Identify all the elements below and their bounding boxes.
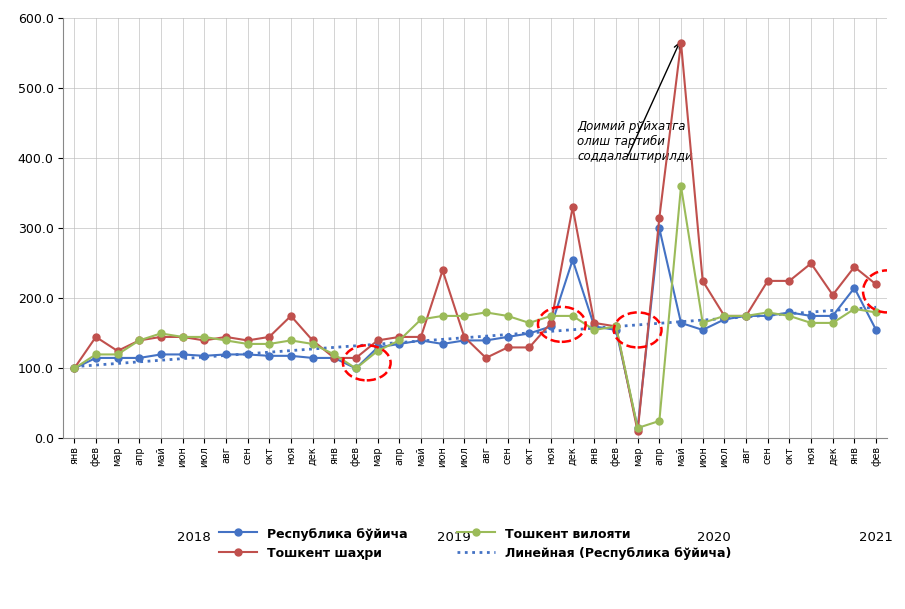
Text: 2021: 2021 (859, 531, 893, 544)
Legend: Республика бўйича, Тошкент шаҳри, Тошкент вилояти, Линейная (Республика бўйича): Республика бўйича, Тошкент шаҳри, Тошкен… (213, 521, 738, 567)
Text: Доимий рўйхатга
олиш тартиби
соддалаштирилди: Доимий рўйхатга олиш тартиби соддалаштир… (577, 120, 692, 163)
Text: 2018: 2018 (176, 531, 210, 544)
Text: 2020: 2020 (697, 531, 730, 544)
Text: 2019: 2019 (436, 531, 471, 544)
